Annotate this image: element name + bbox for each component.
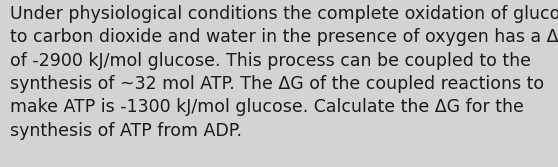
Text: Under physiological conditions the complete oxidation of glucose
to carbon dioxi: Under physiological conditions the compl… bbox=[10, 5, 558, 140]
